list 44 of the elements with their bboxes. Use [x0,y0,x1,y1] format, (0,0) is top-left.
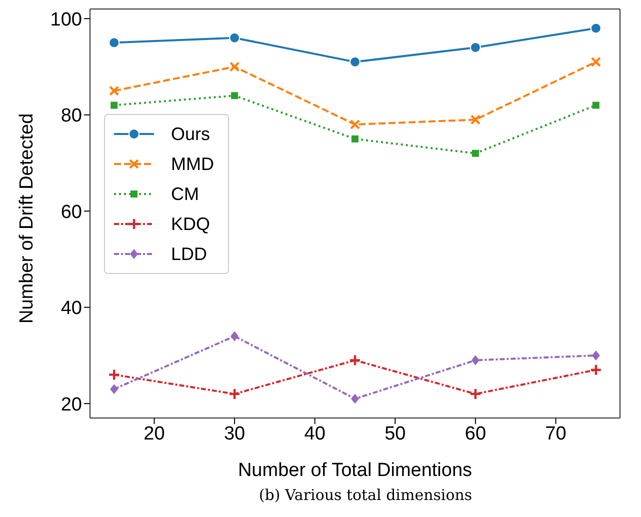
y-tick-label: 80 [60,106,82,127]
point [471,355,480,366]
x-tick-label: 60 [464,423,486,444]
point [592,350,600,360]
legend-label: KDQ [171,214,210,234]
y-tick-label: 100 [50,9,82,30]
point [592,102,600,109]
x-tick-label: 50 [384,423,406,444]
legend-label: LDD [171,244,208,264]
point [352,135,358,142]
point [228,388,241,400]
point [469,388,482,400]
point [348,354,362,366]
point [470,114,481,125]
point [470,42,481,53]
legend-label: Ours [171,124,210,144]
point [350,119,360,130]
x-tick-label: 70 [545,423,566,444]
y-tick-label: 20 [60,394,82,416]
point [590,56,602,68]
x-tick-label: 20 [144,423,165,444]
point [110,102,118,109]
point [472,150,479,157]
point [590,364,602,376]
y-axis-title: Number of Drift Detected [16,113,38,324]
point [108,37,120,48]
point [230,331,239,342]
point [351,394,359,404]
y-tick-label: 40 [60,298,82,320]
x-tick-label: 30 [224,423,246,444]
point [350,56,360,68]
point [590,22,602,34]
legend-label: CM [171,184,199,204]
point [231,92,238,100]
x-axis-title: Number of Total Dimentions [238,460,472,481]
point [108,86,120,96]
point [110,384,118,394]
legend-label: MMD [171,154,214,174]
point [229,62,240,72]
point [108,368,120,381]
point [229,32,240,44]
x-tick-label: 40 [304,423,326,444]
y-tick-label: 60 [60,202,82,223]
text: (b) Various total dimensions [258,486,474,504]
